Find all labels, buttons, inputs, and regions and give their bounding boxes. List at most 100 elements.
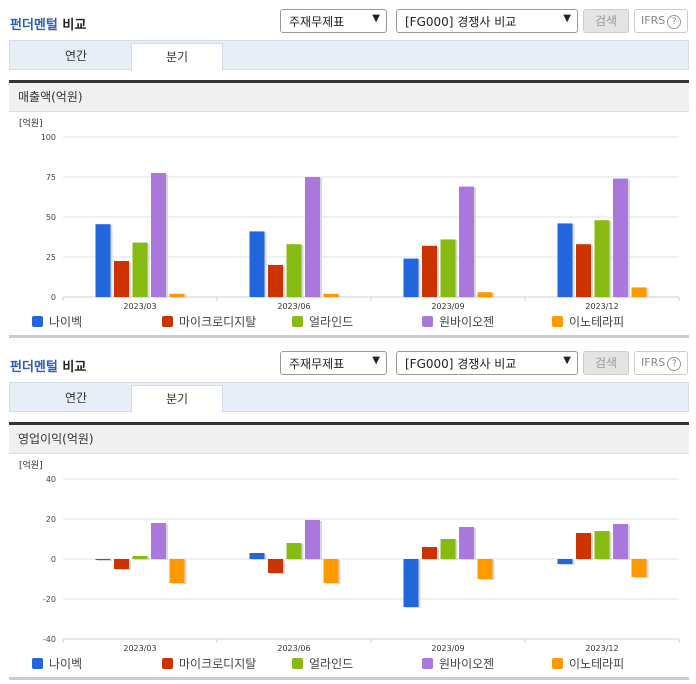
bar[interactable] bbox=[323, 559, 339, 583]
bar[interactable] bbox=[403, 258, 419, 297]
tab-annual[interactable]: 연간 bbox=[64, 49, 88, 63]
legend-label[interactable]: 원바이오젠 bbox=[439, 315, 494, 329]
bar[interactable] bbox=[95, 224, 111, 297]
x-tick-label: 2023/09 bbox=[431, 302, 464, 311]
bar[interactable] bbox=[459, 186, 474, 297]
panel-title-highlight: 펀더멘털 bbox=[10, 18, 58, 33]
bar[interactable] bbox=[477, 559, 493, 579]
ifrs-button[interactable]: IFRS? bbox=[634, 351, 688, 375]
bar-chart: [억원] 0 25 50 75 100 2023/03 2023/06 2023/09 2023/… bbox=[9, 112, 689, 338]
bar[interactable] bbox=[631, 559, 647, 577]
bar[interactable] bbox=[576, 244, 591, 297]
legend-swatch bbox=[162, 316, 173, 327]
bar[interactable] bbox=[132, 242, 148, 297]
bar[interactable] bbox=[286, 244, 302, 297]
bar-chart: [억원] -40 -20 0 20 40 2023/03 2023/06 2023/09 2023… bbox=[9, 454, 689, 680]
bar[interactable] bbox=[459, 527, 474, 559]
search-button[interactable]: 검색 bbox=[583, 9, 629, 33]
y-tick-label: 25 bbox=[46, 253, 56, 262]
legend-label[interactable]: 나이벡 bbox=[49, 315, 82, 329]
legend-swatch bbox=[162, 658, 173, 669]
bar[interactable] bbox=[440, 239, 456, 297]
fundamental-compare-panel: 펀더멘털 비교 주재무제표 ▼ [FG000] 경쟁사 비교 ▼ 검색 IFRS? … bbox=[9, 9, 689, 338]
bar[interactable] bbox=[305, 520, 320, 559]
legend-label[interactable]: 이노테라피 bbox=[569, 657, 624, 671]
y-tick-label: -20 bbox=[43, 595, 56, 604]
bar[interactable] bbox=[114, 559, 129, 569]
group-select[interactable]: [FG000] 경쟁사 비교 ▼ bbox=[396, 351, 578, 375]
bar[interactable] bbox=[305, 177, 320, 297]
bar[interactable] bbox=[268, 559, 283, 573]
group-select-value: [FG000] 경쟁사 비교 bbox=[405, 15, 517, 29]
bar[interactable] bbox=[249, 553, 265, 559]
bar[interactable] bbox=[323, 293, 339, 297]
legend-label[interactable]: 나이벡 bbox=[49, 657, 82, 671]
ifrs-label: IFRS bbox=[641, 14, 666, 27]
tab-annual[interactable]: 연간 bbox=[64, 391, 88, 405]
legend-label[interactable]: 얼라인드 bbox=[309, 315, 353, 329]
search-button[interactable]: 검색 bbox=[583, 351, 629, 375]
bar[interactable] bbox=[403, 559, 419, 607]
legend-swatch bbox=[552, 658, 563, 669]
panel-title-rest: 비교 bbox=[57, 360, 87, 375]
bar[interactable] bbox=[440, 539, 456, 559]
period-tabs: 연간 분기 bbox=[9, 40, 689, 71]
y-tick-label: 50 bbox=[46, 213, 56, 222]
y-tick-label: -40 bbox=[43, 635, 56, 644]
panel-header: 펀더멘털 비교 주재무제표 ▼ [FG000] 경쟁사 비교 ▼ 검색 IFRS? bbox=[0, 342, 696, 380]
panel-title: 펀더멘털 비교 bbox=[10, 356, 86, 375]
bar[interactable] bbox=[576, 533, 591, 559]
y-tick-label: 20 bbox=[46, 515, 56, 524]
legend-label[interactable]: 마이크로디지탈 bbox=[179, 657, 256, 671]
legend-label[interactable]: 원바이오젠 bbox=[439, 657, 494, 671]
bar[interactable] bbox=[477, 292, 493, 297]
statement-select[interactable]: 주재무제표 ▼ bbox=[280, 351, 387, 375]
tab-quarterly[interactable]: 분기 bbox=[131, 43, 223, 71]
unit-label: [억원] bbox=[19, 459, 43, 471]
bar[interactable] bbox=[151, 523, 166, 559]
group-select[interactable]: [FG000] 경쟁사 비교 ▼ bbox=[396, 9, 578, 33]
x-tick-label: 2023/03 bbox=[123, 302, 156, 311]
bar[interactable] bbox=[613, 178, 628, 297]
bar[interactable] bbox=[132, 556, 148, 559]
panel-title-highlight: 펀더멘털 bbox=[10, 360, 58, 375]
bar[interactable] bbox=[631, 287, 647, 297]
legend-swatch bbox=[292, 658, 303, 669]
x-tick-label: 2023/06 bbox=[277, 302, 310, 311]
bar[interactable] bbox=[151, 173, 166, 297]
bar[interactable] bbox=[594, 220, 610, 297]
y-tick-label: 100 bbox=[41, 133, 56, 142]
bar[interactable] bbox=[594, 531, 610, 559]
bar[interactable] bbox=[613, 524, 628, 559]
bar[interactable] bbox=[422, 245, 437, 297]
legend-swatch bbox=[32, 316, 43, 327]
legend-label[interactable]: 이노테라피 bbox=[569, 315, 624, 329]
statement-select[interactable]: 주재무제표 ▼ bbox=[280, 9, 387, 33]
bar[interactable] bbox=[95, 559, 111, 560]
group-select-value: [FG000] 경쟁사 비교 bbox=[405, 357, 517, 371]
ifrs-button[interactable]: IFRS? bbox=[634, 9, 688, 33]
unit-label: [억원] bbox=[19, 117, 43, 129]
bar[interactable] bbox=[422, 547, 437, 559]
y-tick-label: 0 bbox=[51, 555, 56, 564]
tab-quarterly[interactable]: 분기 bbox=[131, 385, 223, 413]
legend-swatch bbox=[422, 658, 433, 669]
statement-select-value: 주재무제표 bbox=[289, 15, 345, 29]
bar[interactable] bbox=[169, 559, 185, 583]
bar[interactable] bbox=[268, 265, 283, 297]
chevron-down-icon: ▼ bbox=[563, 355, 571, 366]
legend-swatch bbox=[32, 658, 43, 669]
bar[interactable] bbox=[114, 261, 129, 297]
bar[interactable] bbox=[557, 559, 573, 564]
bar[interactable] bbox=[286, 543, 302, 559]
legend-label[interactable]: 마이크로디지탈 bbox=[179, 315, 256, 329]
bar[interactable] bbox=[249, 231, 265, 297]
x-tick-label: 2023/12 bbox=[585, 302, 618, 311]
help-icon[interactable]: ? bbox=[667, 357, 682, 371]
y-tick-label: 40 bbox=[46, 475, 56, 484]
x-tick-label: 2023/06 bbox=[277, 644, 310, 653]
bar[interactable] bbox=[557, 223, 573, 297]
legend-label[interactable]: 얼라인드 bbox=[309, 657, 353, 671]
bar[interactable] bbox=[169, 293, 185, 297]
help-icon[interactable]: ? bbox=[667, 15, 682, 29]
